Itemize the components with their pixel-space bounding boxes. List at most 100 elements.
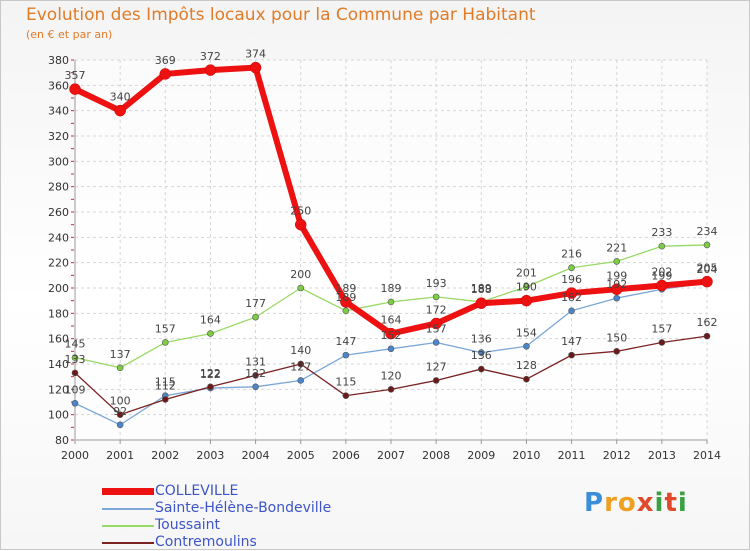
data-label-toussaint: 164 [200, 314, 221, 327]
data-label-colleville: 369 [155, 54, 176, 67]
x-tick-label: 2004 [242, 449, 270, 462]
data-label-contremoulins: 127 [426, 360, 447, 373]
data-label-toussaint: 137 [110, 348, 131, 361]
data-label-toussaint: 201 [516, 267, 537, 280]
data-point-toussaint [297, 284, 305, 292]
data-label-sainte-h-l-ne-bondeville: 154 [516, 326, 537, 339]
data-label-toussaint: 233 [651, 226, 672, 239]
x-tick-label: 2002 [151, 449, 179, 462]
data-point-toussaint [523, 283, 530, 291]
data-label-contremoulins: 128 [516, 359, 537, 372]
y-tick-label: 280 [48, 181, 69, 194]
x-tick-label: 2008 [422, 449, 450, 462]
data-point-colleville [294, 218, 307, 231]
data-label-colleville: 205 [697, 262, 718, 275]
data-label-sainte-h-l-ne-bondeville: 122 [200, 368, 221, 381]
data-point-contremoulins [387, 386, 395, 393]
data-point-sainte-h-l-ne-bondeville [477, 349, 485, 356]
data-point-colleville [340, 296, 352, 308]
data-label-contremoulins: 157 [651, 322, 672, 335]
data-point-sainte-h-l-ne-bondeville [568, 307, 575, 315]
x-tick-label: 2012 [603, 449, 631, 462]
data-point-colleville [610, 283, 623, 296]
data-point-sainte-h-l-ne-bondeville [387, 345, 395, 353]
data-point-contremoulins [252, 372, 259, 379]
logo-letter: i [677, 488, 688, 518]
proxiti-logo: Proxiti [584, 488, 688, 518]
data-label-sainte-h-l-ne-bondeville: 147 [335, 335, 356, 348]
data-label-contremoulins: 140 [290, 344, 311, 357]
data-point-toussaint [161, 339, 169, 346]
y-tick-label: 220 [48, 257, 69, 270]
x-tick-label: 2011 [558, 449, 586, 462]
y-tick-label: 200 [48, 282, 69, 295]
logo-letter: t [664, 488, 678, 518]
y-tick-label: 320 [48, 130, 69, 143]
y-tick-label: 360 [48, 79, 69, 92]
data-label-sainte-h-l-ne-bondeville: 115 [155, 376, 176, 389]
data-point-colleville [475, 297, 488, 309]
data-point-colleville [159, 68, 172, 80]
x-tick-label: 2001 [106, 449, 134, 462]
data-point-sainte-h-l-ne-bondeville [297, 377, 305, 384]
legend-label-colleville: COLLEVILLE [155, 483, 239, 499]
data-label-contremoulins: 115 [335, 376, 356, 389]
legend-label-toussaint: Toussaint [155, 517, 221, 533]
y-tick-label: 80 [55, 434, 69, 447]
data-label-contremoulins: 122 [200, 367, 221, 380]
logo-letter: r [604, 488, 618, 518]
data-label-colleville: 190 [516, 281, 537, 294]
data-point-contremoulins [71, 369, 79, 377]
data-label-sainte-h-l-ne-bondeville: 199 [651, 269, 672, 282]
data-label-sainte-h-l-ne-bondeville: 127 [290, 360, 311, 373]
legend-label-contremoulins: Contremoulins [155, 534, 257, 550]
data-point-colleville [656, 279, 668, 292]
y-tick-label: 180 [48, 307, 69, 320]
data-label-colleville: 189 [335, 282, 356, 295]
data-point-toussaint [387, 298, 395, 306]
data-label-colleville: 340 [110, 91, 131, 104]
data-label-colleville: 196 [561, 273, 582, 286]
data-point-contremoulins [342, 392, 350, 399]
data-point-toussaint [207, 330, 214, 337]
data-point-contremoulins [297, 360, 305, 368]
data-point-toussaint [342, 307, 350, 315]
data-label-toussaint: 234 [697, 225, 718, 238]
logo-letter: x [636, 488, 655, 518]
data-point-contremoulins [658, 339, 666, 346]
data-point-toussaint [613, 258, 621, 265]
data-point-colleville [385, 327, 397, 340]
data-point-colleville [114, 104, 126, 117]
data-point-colleville [565, 287, 578, 299]
data-point-toussaint [71, 354, 79, 361]
data-point-sainte-h-l-ne-bondeville [342, 351, 350, 359]
legend-swatch-toussaint [102, 525, 154, 527]
data-label-toussaint: 193 [426, 277, 447, 290]
data-point-colleville [69, 83, 81, 95]
x-tick-label: 2007 [377, 449, 405, 462]
data-point-toussaint [116, 364, 124, 372]
data-label-sainte-h-l-ne-bondeville: 136 [471, 333, 492, 346]
data-label-toussaint: 189 [471, 282, 492, 295]
x-tick-label: 2006 [332, 449, 360, 462]
data-label-colleville: 199 [606, 269, 627, 282]
y-tick-label: 100 [48, 409, 69, 422]
data-point-contremoulins [568, 351, 575, 359]
x-tick-label: 2005 [287, 449, 315, 462]
data-point-contremoulins [207, 383, 214, 391]
y-tick-label: 340 [48, 105, 69, 118]
data-label-toussaint: 157 [155, 322, 176, 335]
data-label-sainte-h-l-ne-bondeville: 182 [561, 291, 582, 304]
data-label-toussaint: 221 [606, 241, 627, 254]
data-label-contremoulins: 120 [381, 369, 402, 382]
data-point-colleville [430, 317, 442, 330]
data-label-colleville: 250 [290, 205, 311, 218]
data-label-colleville: 372 [200, 50, 221, 63]
chart-subtitle: (en € et par an) [26, 28, 113, 41]
data-point-sainte-h-l-ne-bondeville [613, 294, 621, 302]
data-point-sainte-h-l-ne-bondeville [523, 342, 530, 350]
data-label-sainte-h-l-ne-bondeville: 204 [697, 263, 718, 276]
data-label-colleville: 374 [245, 48, 266, 61]
data-point-sainte-h-l-ne-bondeville [116, 421, 124, 429]
data-point-sainte-h-l-ne-bondeville [252, 383, 259, 391]
